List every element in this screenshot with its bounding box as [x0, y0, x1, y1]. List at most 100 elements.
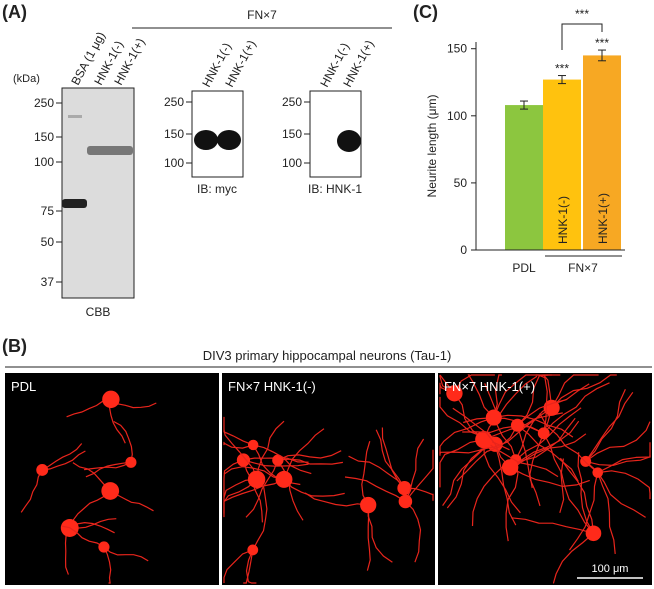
neurite — [243, 549, 254, 584]
annotation: *** — [575, 7, 589, 21]
neurite — [41, 443, 83, 471]
bar — [543, 79, 581, 251]
ladder-label: 75 — [41, 204, 55, 218]
neurite — [344, 476, 406, 503]
sig-bracket — [561, 23, 603, 50]
neurite — [585, 391, 634, 462]
group-header: FN×7 — [247, 8, 277, 22]
unit-label: (kDa) — [13, 73, 40, 85]
soma — [398, 494, 413, 509]
ladder-label: 100 — [282, 156, 302, 170]
band — [62, 199, 87, 208]
neurite — [277, 450, 342, 461]
neurite — [439, 416, 494, 456]
neurite — [42, 450, 86, 471]
ladder-label: 37 — [41, 275, 55, 289]
neurite — [283, 428, 325, 480]
neurite — [223, 459, 244, 498]
neurite — [463, 417, 544, 434]
neurite — [404, 438, 425, 502]
neurite — [539, 413, 599, 474]
ladder-label: 250 — [282, 95, 302, 109]
soma — [102, 390, 120, 409]
scale-label: 100 μm — [592, 563, 629, 575]
neurite — [404, 449, 434, 502]
neurite — [543, 433, 565, 513]
neurite — [551, 374, 617, 409]
neurite — [517, 424, 579, 482]
neurite — [242, 459, 263, 523]
image-label: FN×7 HNK-1(+) — [444, 379, 535, 394]
ladder-label: 100 — [34, 155, 54, 169]
neurite — [404, 501, 422, 563]
neurite — [456, 424, 518, 482]
neurite — [20, 469, 43, 513]
soma — [247, 470, 266, 489]
neurite — [103, 546, 112, 584]
annotation: *** — [555, 62, 569, 76]
soma — [98, 541, 110, 553]
image-label: FN×7 HNK-1(-) — [228, 379, 316, 394]
panel-label: (C) — [413, 2, 438, 22]
ladder-label: 250 — [34, 96, 54, 110]
neurite — [552, 532, 594, 584]
neurite — [223, 478, 257, 518]
neurite — [453, 374, 495, 394]
soma — [275, 470, 293, 488]
neurite — [223, 549, 254, 583]
x-tick-label: HNK-1(-) — [556, 196, 570, 244]
soma — [247, 439, 259, 451]
y-tick-label: 0 — [460, 243, 467, 257]
neurite — [245, 459, 279, 518]
soma — [236, 453, 251, 467]
soma — [543, 399, 560, 416]
neurite — [366, 505, 371, 571]
neurite — [223, 429, 258, 480]
neurite — [439, 382, 455, 395]
neurite — [511, 517, 594, 534]
neurite — [61, 525, 105, 548]
band — [337, 130, 361, 152]
caption: IB: HNK-1 — [308, 182, 362, 196]
neurite — [375, 429, 405, 489]
neurite — [505, 459, 519, 542]
neurite — [283, 478, 345, 497]
neurite — [223, 478, 285, 502]
bar — [505, 105, 543, 250]
soma — [36, 464, 49, 476]
neurite — [277, 459, 304, 521]
ladder-label: 100 — [164, 156, 184, 170]
panel-title: DIV3 primary hippocampal neurons (Tau-1) — [203, 348, 452, 363]
neurite — [515, 407, 582, 461]
neurite — [597, 442, 651, 474]
panel-label: (A) — [2, 2, 27, 22]
y-tick-label: 150 — [447, 42, 467, 56]
panel-label: (B) — [2, 336, 27, 356]
y-tick-label: 100 — [447, 109, 467, 123]
soma — [125, 456, 137, 468]
caption: IB: myc — [197, 182, 237, 196]
neurite — [467, 374, 495, 418]
neurite — [509, 466, 590, 488]
micrograph — [5, 373, 219, 585]
neurite — [483, 375, 538, 440]
neurite — [453, 392, 510, 451]
soma — [592, 467, 604, 478]
bar — [583, 55, 621, 250]
soma — [501, 459, 519, 476]
neurite — [439, 439, 484, 488]
neurite — [597, 472, 616, 554]
soma — [272, 454, 284, 466]
neurite — [223, 441, 254, 449]
soma — [475, 430, 493, 449]
soma — [446, 385, 463, 402]
gel — [61, 87, 135, 299]
band — [217, 130, 241, 150]
neurite — [361, 441, 371, 506]
neurite — [256, 420, 285, 480]
ladder-label: 150 — [34, 130, 54, 144]
neurite — [480, 407, 553, 450]
soma — [360, 496, 377, 514]
neurite — [517, 383, 590, 426]
